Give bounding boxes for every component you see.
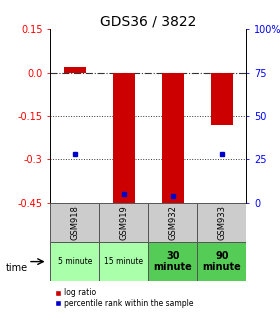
Bar bbox=[197, 242, 246, 281]
Title: GDS36 / 3822: GDS36 / 3822 bbox=[100, 14, 197, 28]
Bar bbox=[113, 73, 135, 206]
Bar bbox=[99, 242, 148, 281]
Text: GSM919: GSM919 bbox=[119, 205, 129, 240]
Text: 5 minute: 5 minute bbox=[58, 257, 92, 266]
Bar bbox=[50, 242, 99, 281]
Text: 90
minute: 90 minute bbox=[202, 251, 241, 272]
Legend: log ratio, percentile rank within the sample: log ratio, percentile rank within the sa… bbox=[54, 288, 194, 308]
Text: 15 minute: 15 minute bbox=[104, 257, 143, 266]
Text: time: time bbox=[6, 263, 28, 273]
Text: 30
minute: 30 minute bbox=[153, 251, 192, 272]
Text: GSM932: GSM932 bbox=[168, 205, 178, 240]
Bar bbox=[197, 203, 246, 242]
Bar bbox=[50, 203, 99, 242]
Text: GSM933: GSM933 bbox=[217, 205, 227, 240]
Text: GSM918: GSM918 bbox=[70, 205, 80, 240]
Bar bbox=[162, 73, 184, 206]
Bar bbox=[64, 67, 86, 73]
Bar bbox=[99, 203, 148, 242]
Bar bbox=[211, 73, 233, 125]
Bar bbox=[148, 203, 197, 242]
Bar bbox=[148, 242, 197, 281]
